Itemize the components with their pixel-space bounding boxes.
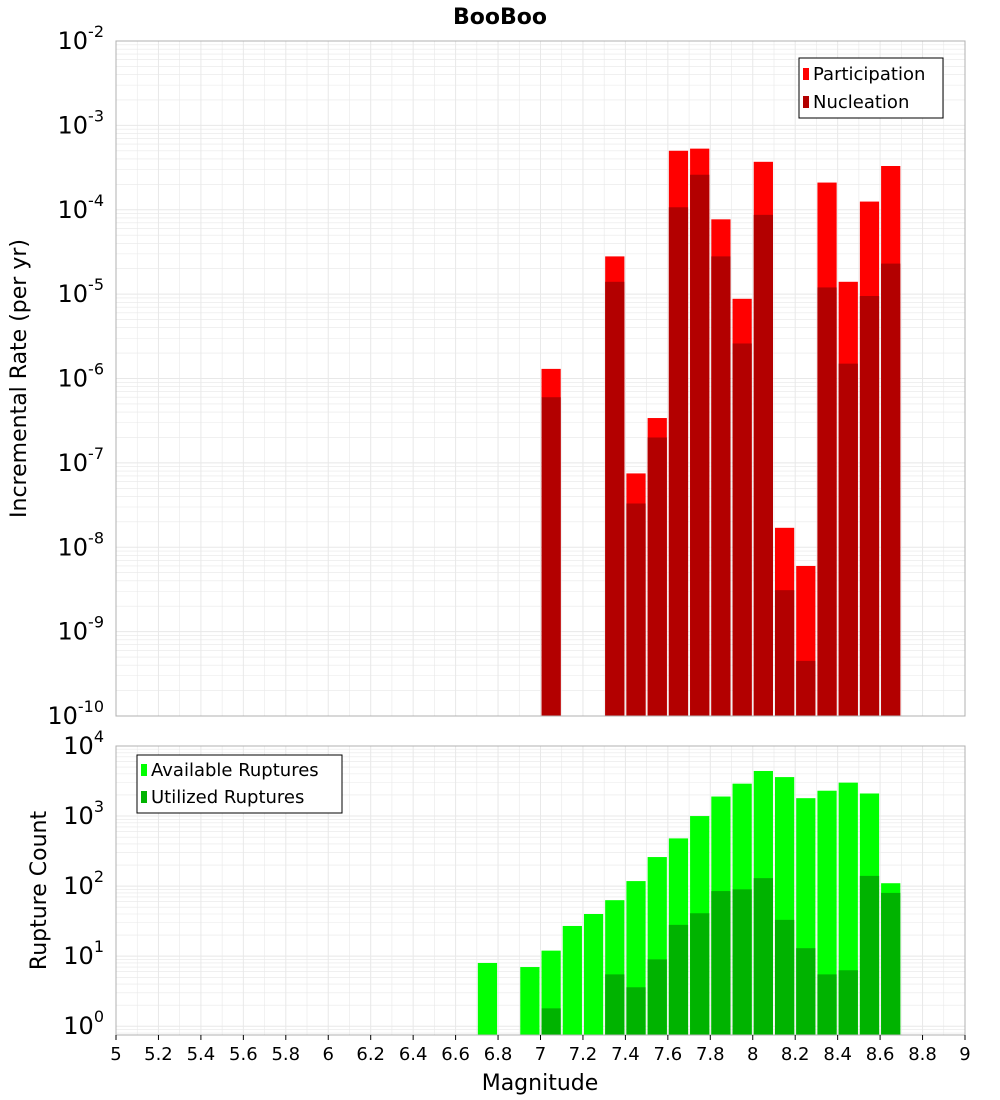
legend-box [798,57,944,119]
legend-swatch [803,68,809,80]
x-tick-label: 6.8 [484,1044,513,1065]
nucleation-bar [711,256,731,716]
x-tick-label: 8 [747,1044,758,1065]
utilized-bar [668,924,689,1035]
nucleation-bar [626,503,646,716]
x-tick-label: 7.4 [611,1044,640,1065]
nucleation-bar [541,397,561,716]
nucleation-bar [881,263,901,716]
nucleation-bar [838,363,858,716]
nucleation-bar [753,214,773,716]
legend-swatch [141,764,147,776]
utilized-bar [647,959,667,1035]
legend-swatch [803,96,809,108]
utilized-bar [626,987,646,1035]
y-axis-label: Rupture Count [27,811,52,971]
plot-frame [115,40,966,717]
y-tick-label: 10-6 [58,360,105,393]
y-tick-label: 10-7 [58,444,105,477]
legend-label: Available Ruptures [151,760,319,781]
legend-label: Utilized Ruptures [151,787,304,808]
y-tick-label: 10-3 [58,106,105,139]
nucleation-bar [859,296,880,716]
utilized-bar [753,878,773,1035]
x-axis-label: Magnitude [482,1071,599,1096]
participation-nucleation-plot: 10-10 10-9 10-8 10-7 10-6 10-5 10-4 10-3 10-2 Inc… [7,22,966,730]
y-axis-label: Incremental Rate (per yr) [7,239,32,518]
legend-label: Nucleation [813,92,909,113]
x-tick-label: 5.4 [187,1044,216,1065]
y-tick-label: 10-5 [58,275,105,308]
y-tick-label: 10-2 [58,22,105,55]
utilized-bar [711,891,731,1035]
utilized-bar [881,892,901,1035]
utilized-bar [605,974,625,1035]
x-tick-label: 8.6 [866,1044,895,1065]
x-tick-label: 5.2 [144,1044,173,1065]
x-tick-label: 5.8 [271,1044,300,1065]
utilized-bar [541,1008,561,1035]
available-bar [583,914,604,1035]
x-tick-label: 7 [535,1044,546,1065]
x-tick-label: 6.2 [356,1044,385,1065]
y-tick-label: 101 [63,937,104,970]
x-tick-label: 7.2 [569,1044,598,1065]
x-tick-label: 9 [959,1044,970,1065]
x-tick-label: 7.8 [696,1044,725,1065]
nucleation-bar [647,437,667,716]
chart-title: BooBoo [453,5,547,30]
utilized-bar [774,919,795,1035]
y-tick-label: 102 [63,867,104,900]
y-tick-label: 10-10 [47,697,104,730]
legend-swatch [141,791,147,803]
utilized-bar [690,913,710,1035]
x-tick-label: 6 [323,1044,334,1065]
nucleation-bar [817,287,837,716]
x-tick-label: 8.2 [781,1044,810,1065]
y-tick-label: 104 [63,727,104,760]
nucleation-bar [774,590,795,716]
x-tick-label: 8.4 [823,1044,852,1065]
y-tick-label: 100 [63,1007,104,1040]
nucleation-bar [732,343,752,716]
x-axis: 5 5.2 5.4 5.6 5.8 6 6.2 6.4 6.6 6.8 7 7.2 7.4 7.6 7.8 8… [110,1035,971,1065]
nucleation-bar [690,174,710,716]
available-bar [562,925,582,1035]
nucleation-bar [605,281,625,716]
x-tick-label: 5.6 [229,1044,258,1065]
legend: Participation Nucleation [798,57,944,119]
utilized-bar [796,948,816,1035]
y-tick-label: 10-8 [58,528,105,561]
utilized-bar [817,974,837,1035]
utilized-bar [859,875,880,1035]
utilized-bar [732,889,752,1035]
x-tick-label: 6.4 [399,1044,428,1065]
y-tick-label: 103 [63,797,104,830]
x-tick-label: 5 [110,1044,121,1065]
nucleation-bar [796,660,816,716]
legend: Available Ruptures Utilized Ruptures [136,754,343,814]
utilized-bar [838,970,858,1035]
y-tick-label: 10-9 [58,613,105,646]
x-tick-label: 6.6 [441,1044,470,1065]
available-bar [817,790,837,1035]
rupture-count-plot: 100 101 102 103 104 Rupture Count Available Ru… [27,727,966,1040]
x-tick-label: 7.6 [654,1044,683,1065]
legend-box [136,754,343,814]
nucleation-bar [668,207,689,716]
y-tick-label: 10-4 [58,191,105,224]
x-tick-label: 8.8 [908,1044,937,1065]
legend-label: Participation [813,64,925,85]
available-bar [520,967,540,1035]
available-bar [477,962,498,1035]
